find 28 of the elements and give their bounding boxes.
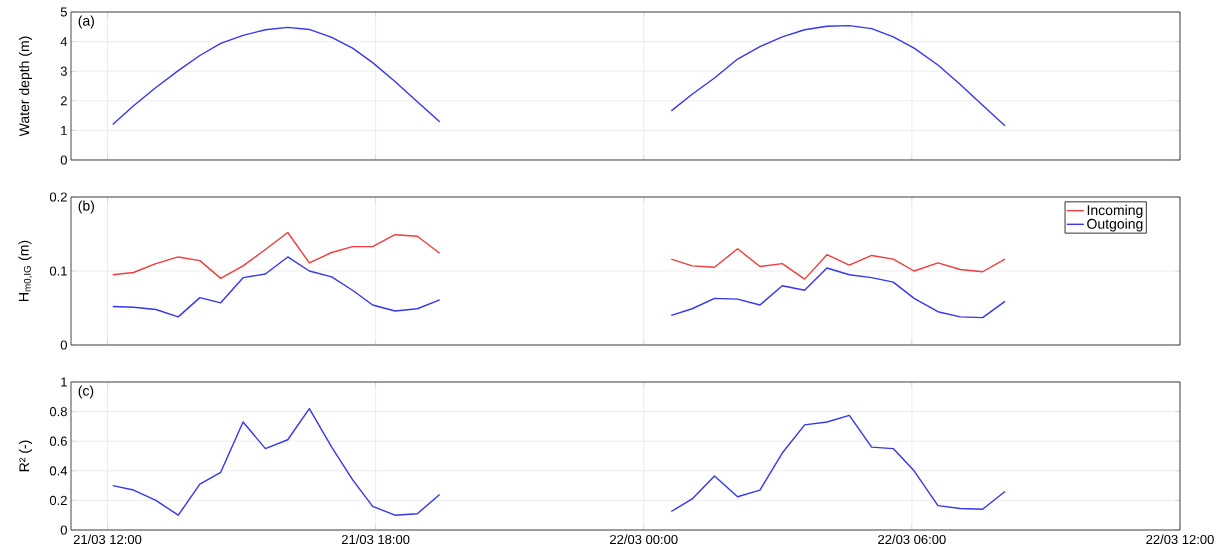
y-tick-label: 4 [60,37,68,47]
legend-label: Outgoing [1087,218,1143,232]
y-axis-title: R² (-) [18,440,32,472]
y-tick-label: 0 [60,525,67,535]
y-tick-label: 0.4 [49,466,68,476]
y-tick-label: 0 [60,155,67,165]
y-axis-title: H$_{m0,IG}$ (m) [18,240,32,301]
y-tick-label: 0.2 [49,192,67,202]
annotation: (c) [78,385,94,399]
y-tick-label: 0.1 [49,266,67,276]
y-tick-label: 0 [60,340,67,350]
x-tick-label: 22/03 12:00 [1146,534,1214,545]
y-tick-label: 0.6 [49,436,67,446]
y-tick-label: 0.2 [49,495,67,506]
x-tick-label: 21/03 18:00 [341,534,410,545]
y-axis-title: Water depth (m) [18,36,32,137]
x-tick-label: 21/03 12:00 [73,534,142,545]
x-tick-label: 22/03 00:00 [610,534,678,545]
annotation: (b) [78,200,94,214]
y-tick-label: 0.8 [49,407,67,417]
y-tick-label: 2 [60,96,67,106]
x-tick-label: 22/03 06:00 [878,534,946,545]
y-tick-label: 3 [60,66,67,76]
y-tick-label: 1 [61,377,67,387]
y-tick-label: 5 [60,7,67,17]
legend-label: Incoming [1087,204,1143,218]
y-tick-label: 1 [61,125,67,135]
annotation: (a) [78,15,94,29]
